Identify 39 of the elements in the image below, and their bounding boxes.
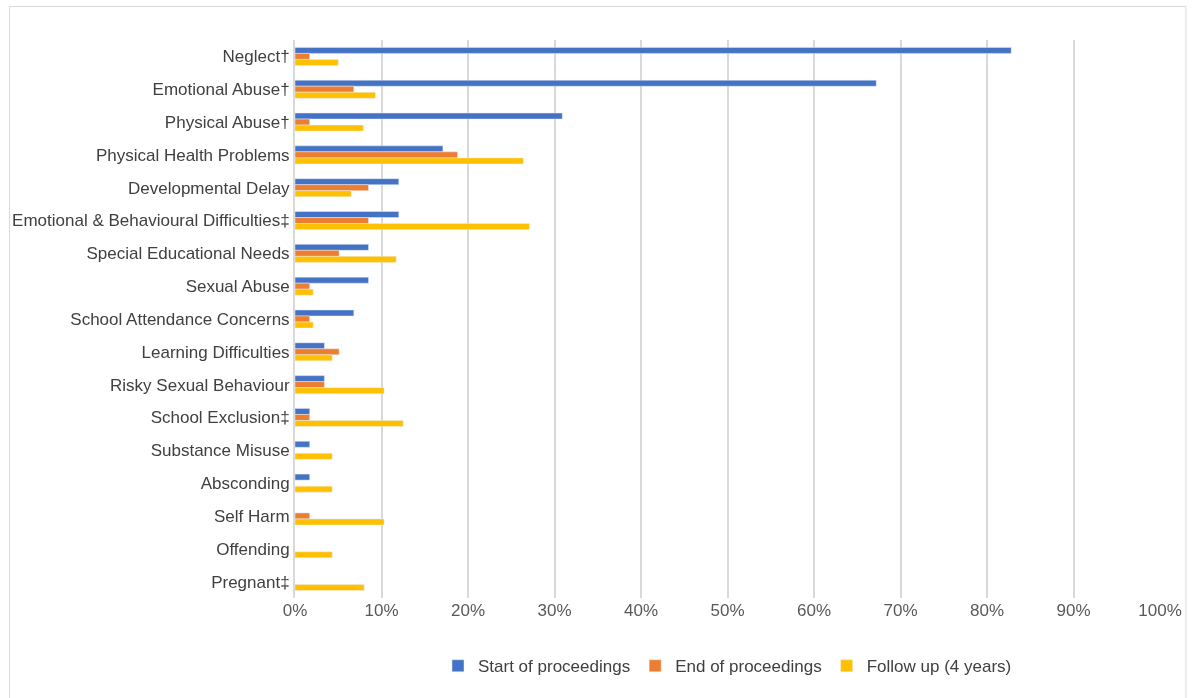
y-tick-label: Sexual Abuse bbox=[185, 277, 290, 297]
bar bbox=[295, 441, 310, 448]
y-tick-label: Substance Misuse bbox=[150, 441, 290, 461]
y-tick-label: Physical Health Problems bbox=[95, 145, 290, 165]
x-tick-label: 0% bbox=[282, 601, 308, 620]
x-tick-label: 50% bbox=[710, 601, 745, 620]
y-tick-label: Learning Difficulties bbox=[141, 342, 290, 362]
bar bbox=[295, 473, 310, 481]
y-tick-label: Emotional Abuse† bbox=[152, 80, 290, 100]
y-tick-label: Offending bbox=[216, 539, 290, 559]
legend-label: Follow up (4 years) bbox=[866, 657, 1012, 677]
x-tick-label: 90% bbox=[1056, 601, 1091, 620]
bar bbox=[295, 584, 365, 591]
x-tick-label: 80% bbox=[969, 601, 1005, 620]
x-tick-label: 30% bbox=[537, 601, 572, 620]
y-tick-label: School Attendance Concerns bbox=[70, 309, 290, 329]
x-tick-label: 40% bbox=[623, 601, 659, 620]
y-tick-label: Risky Sexual Behaviour bbox=[110, 375, 290, 395]
bar bbox=[295, 112, 563, 120]
x-tick-label: 70% bbox=[883, 601, 918, 620]
y-tick-label: Pregnant‡ bbox=[211, 572, 290, 592]
x-tick-label: 10% bbox=[364, 601, 399, 620]
legend-label: Start of proceedings bbox=[478, 657, 631, 677]
y-tick-label: Neglect† bbox=[222, 47, 290, 67]
x-tick-label: 20% bbox=[450, 601, 486, 620]
bar bbox=[295, 453, 333, 460]
y-tick-label: Special Educational Needs bbox=[86, 244, 290, 264]
y-tick-label: Developmental Delay bbox=[128, 178, 291, 198]
bar bbox=[295, 309, 355, 317]
x-tick-label: 100% bbox=[1138, 601, 1182, 620]
y-tick-label: School Exclusion‡ bbox=[150, 408, 290, 428]
y-tick-label: Self Harm bbox=[214, 506, 290, 526]
bar bbox=[295, 551, 333, 559]
x-tick-label: 60% bbox=[796, 601, 832, 620]
y-tick-label: Physical Abuse† bbox=[164, 113, 290, 133]
y-tick-label: Emotional & Behavioural Difficulties‡ bbox=[12, 211, 290, 231]
bar bbox=[295, 485, 333, 493]
y-tick-label: Absconding bbox=[200, 474, 290, 494]
legend-label: End of proceedings bbox=[675, 657, 822, 677]
